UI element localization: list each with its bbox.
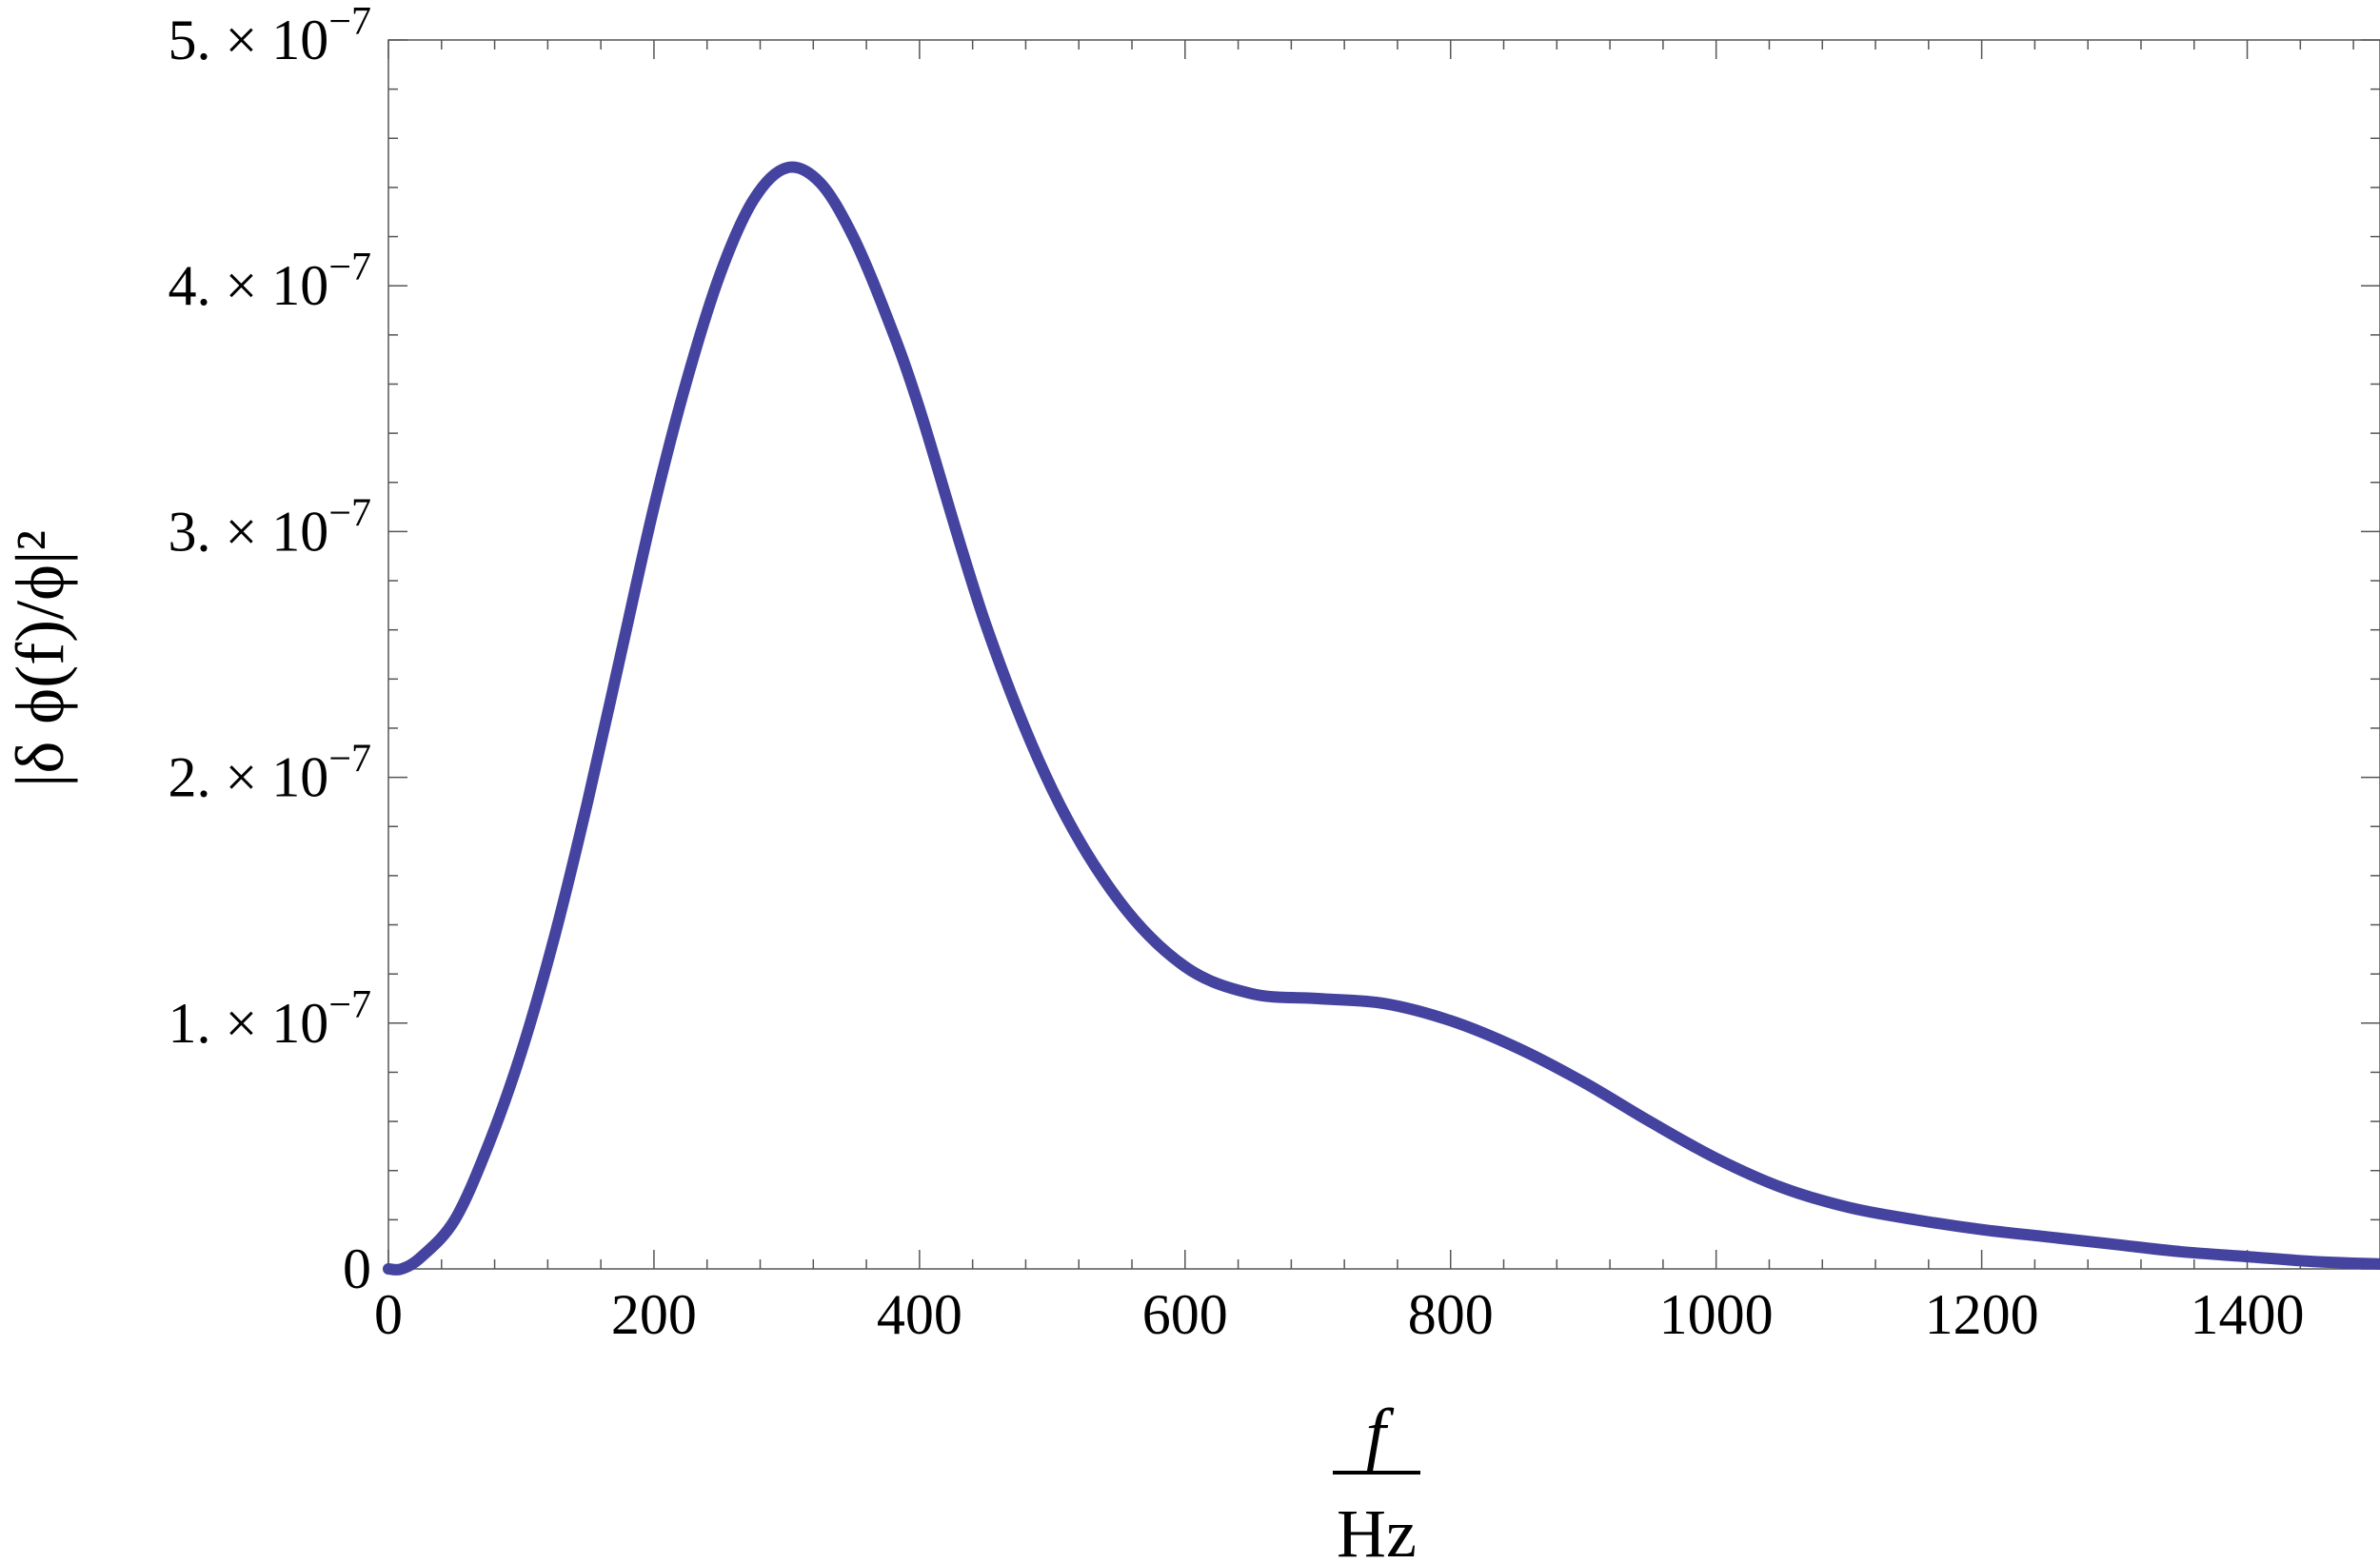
series-line-0: [383, 161, 2380, 1276]
x-axis-label: f Hz: [1333, 1395, 1420, 1564]
x-axis-label-denominator: Hz: [1337, 1495, 1417, 1564]
y-tick-label: 4. × 10−7: [168, 246, 371, 317]
x-tick-label: 1000: [1659, 1283, 1774, 1346]
y-axis-label: |δ ϕ(f)/ϕ|²: [2, 530, 78, 787]
y-tick-label: 1. × 10−7: [168, 983, 371, 1055]
x-tick-label: 200: [611, 1283, 697, 1346]
y-tick-label: 0: [343, 1237, 371, 1300]
x-tick-label: 0: [374, 1283, 403, 1346]
tick-labels-group: 0 200 400 600 800 1000 1200 1400 0 1. × 10−7 2. × …: [168, 0, 2304, 1346]
x-tick-label: 1200: [1925, 1283, 2039, 1346]
x-tick-label: 400: [877, 1283, 962, 1346]
x-tick-label: 800: [1408, 1283, 1494, 1346]
y-tick-label: 2. × 10−7: [168, 738, 371, 809]
x-tick-label: 1400: [2191, 1283, 2305, 1346]
plot-frame: [387, 39, 2380, 1270]
series-group: [383, 161, 2380, 1276]
y-tick-label: 3. × 10−7: [168, 491, 371, 563]
ticks-group: [387, 39, 2380, 1270]
x-axis-label-numerator: f: [1365, 1395, 1394, 1475]
y-tick-label: 5. × 10−7: [168, 0, 371, 71]
x-tick-label: 600: [1142, 1283, 1228, 1346]
